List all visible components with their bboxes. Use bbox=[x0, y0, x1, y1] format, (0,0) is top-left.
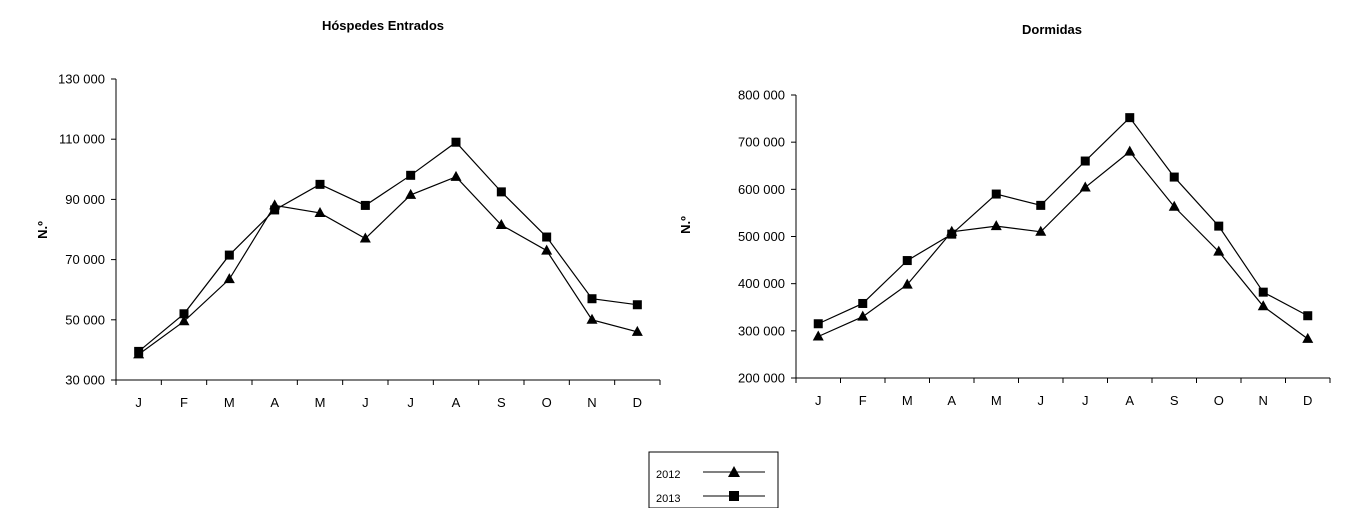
x-tick-label: M bbox=[991, 393, 1002, 408]
y-tick-label: 200 000 bbox=[738, 371, 785, 386]
y-tick-label: 600 000 bbox=[738, 182, 785, 197]
chart-hospedes-entrados: Hóspedes Entrados N.º 30 000 50 000 70 000… bbox=[35, 18, 661, 410]
data-point-2013 bbox=[1258, 287, 1268, 297]
x-tick-label: J bbox=[407, 395, 414, 410]
data-point-2013 bbox=[1036, 200, 1046, 210]
data-point-2012 bbox=[1213, 245, 1225, 256]
y-tick-label: 500 000 bbox=[738, 229, 785, 244]
x-tick-label: S bbox=[497, 395, 506, 410]
data-point-2012 bbox=[901, 278, 913, 289]
x-tick-label: N bbox=[587, 395, 596, 410]
x-tick-label: A bbox=[270, 395, 279, 410]
data-point-2012 bbox=[541, 244, 553, 255]
y-tick-label: 90 000 bbox=[65, 192, 105, 207]
data-point-2012 bbox=[1124, 145, 1136, 156]
series-line-2013 bbox=[818, 116, 1309, 325]
y-tick-label: 400 000 bbox=[738, 276, 785, 291]
x-tick-label: O bbox=[1214, 393, 1224, 408]
data-point-2013 bbox=[1214, 221, 1224, 231]
legend-square-marker bbox=[729, 491, 739, 501]
x-tick-label: J bbox=[362, 395, 369, 410]
data-point-2013 bbox=[813, 319, 823, 329]
y-tick-label: 30 000 bbox=[65, 373, 105, 388]
chart-title: Hóspedes Entrados bbox=[322, 18, 444, 33]
data-point-2013 bbox=[496, 187, 506, 197]
x-tick-label: M bbox=[902, 393, 913, 408]
legend-triangle-marker bbox=[728, 466, 740, 477]
data-point-2012 bbox=[178, 315, 190, 326]
data-point-2012 bbox=[857, 310, 869, 321]
y-tick-label: 800 000 bbox=[738, 88, 785, 103]
data-point-2013 bbox=[360, 200, 370, 210]
data-point-2013 bbox=[858, 298, 868, 308]
data-point-2013 bbox=[451, 137, 461, 147]
y-axis-label: N.º bbox=[678, 216, 693, 234]
data-point-2012 bbox=[1168, 200, 1180, 211]
data-point-2012 bbox=[223, 273, 235, 284]
x-tick-label: J bbox=[135, 395, 142, 410]
data-point-2012 bbox=[1302, 332, 1314, 343]
x-tick-label: D bbox=[633, 395, 642, 410]
y-tick-label: 110 000 bbox=[59, 132, 105, 147]
data-point-2013 bbox=[1169, 172, 1179, 182]
legend-label-2013: 2013 bbox=[656, 493, 680, 505]
data-point-2013 bbox=[179, 309, 189, 319]
data-point-2013 bbox=[991, 189, 1001, 199]
data-point-2012 bbox=[631, 325, 643, 336]
data-point-2012 bbox=[812, 330, 824, 341]
data-point-2012 bbox=[495, 218, 507, 229]
data-point-2012 bbox=[359, 232, 371, 243]
series-line-2012 bbox=[138, 176, 638, 355]
y-axis-label: N.º bbox=[35, 221, 50, 239]
data-point-2012 bbox=[450, 170, 462, 181]
chart-dormidas: Dormidas N.º 200 000 300 000 400 000 500 00… bbox=[678, 22, 1331, 408]
chart-title: Dormidas bbox=[1022, 22, 1082, 37]
data-point-2013 bbox=[632, 300, 642, 310]
legend-label-2012: 2012 bbox=[656, 469, 680, 481]
y-tick-label: 700 000 bbox=[738, 135, 785, 150]
data-point-2013 bbox=[315, 179, 325, 189]
x-tick-label: A bbox=[452, 395, 461, 410]
y-tick-label: 50 000 bbox=[65, 312, 105, 327]
x-tick-label: A bbox=[1125, 393, 1134, 408]
data-point-2012 bbox=[1035, 225, 1047, 236]
series-line-2012 bbox=[818, 150, 1309, 340]
data-point-2013 bbox=[1303, 311, 1313, 321]
x-tick-label: S bbox=[1170, 393, 1179, 408]
data-point-2012 bbox=[314, 206, 326, 217]
legend-box bbox=[648, 451, 779, 508]
data-point-2012 bbox=[586, 313, 598, 324]
data-point-2013 bbox=[902, 256, 912, 266]
x-tick-label: J bbox=[815, 393, 822, 408]
data-point-2012 bbox=[1257, 300, 1269, 311]
data-point-2013 bbox=[1125, 113, 1135, 123]
x-tick-label: M bbox=[224, 395, 235, 410]
y-tick-label: 130 000 bbox=[58, 72, 105, 87]
y-tick-label: 300 000 bbox=[738, 323, 785, 338]
legend: 2012 2013 bbox=[648, 451, 779, 508]
data-point-2012 bbox=[990, 220, 1002, 231]
x-tick-label: J bbox=[1082, 393, 1089, 408]
x-tick-label: O bbox=[542, 395, 552, 410]
x-tick-label: D bbox=[1303, 393, 1312, 408]
x-tick-label: N bbox=[1259, 393, 1268, 408]
data-point-2013 bbox=[134, 346, 144, 356]
x-tick-label: J bbox=[1038, 393, 1045, 408]
data-point-2012 bbox=[1079, 181, 1091, 192]
data-point-2013 bbox=[947, 229, 957, 239]
y-tick-label: 70 000 bbox=[65, 252, 105, 267]
data-point-2013 bbox=[406, 170, 416, 180]
data-point-2013 bbox=[1080, 156, 1090, 166]
data-point-2012 bbox=[405, 188, 417, 199]
data-point-2013 bbox=[542, 232, 552, 242]
data-point-2013 bbox=[224, 250, 234, 260]
x-tick-label: A bbox=[947, 393, 956, 408]
x-tick-label: F bbox=[180, 395, 188, 410]
x-tick-label: F bbox=[859, 393, 867, 408]
data-point-2013 bbox=[587, 294, 597, 304]
series-line-2013 bbox=[138, 141, 638, 352]
x-tick-label: M bbox=[315, 395, 326, 410]
data-point-2013 bbox=[270, 205, 280, 215]
